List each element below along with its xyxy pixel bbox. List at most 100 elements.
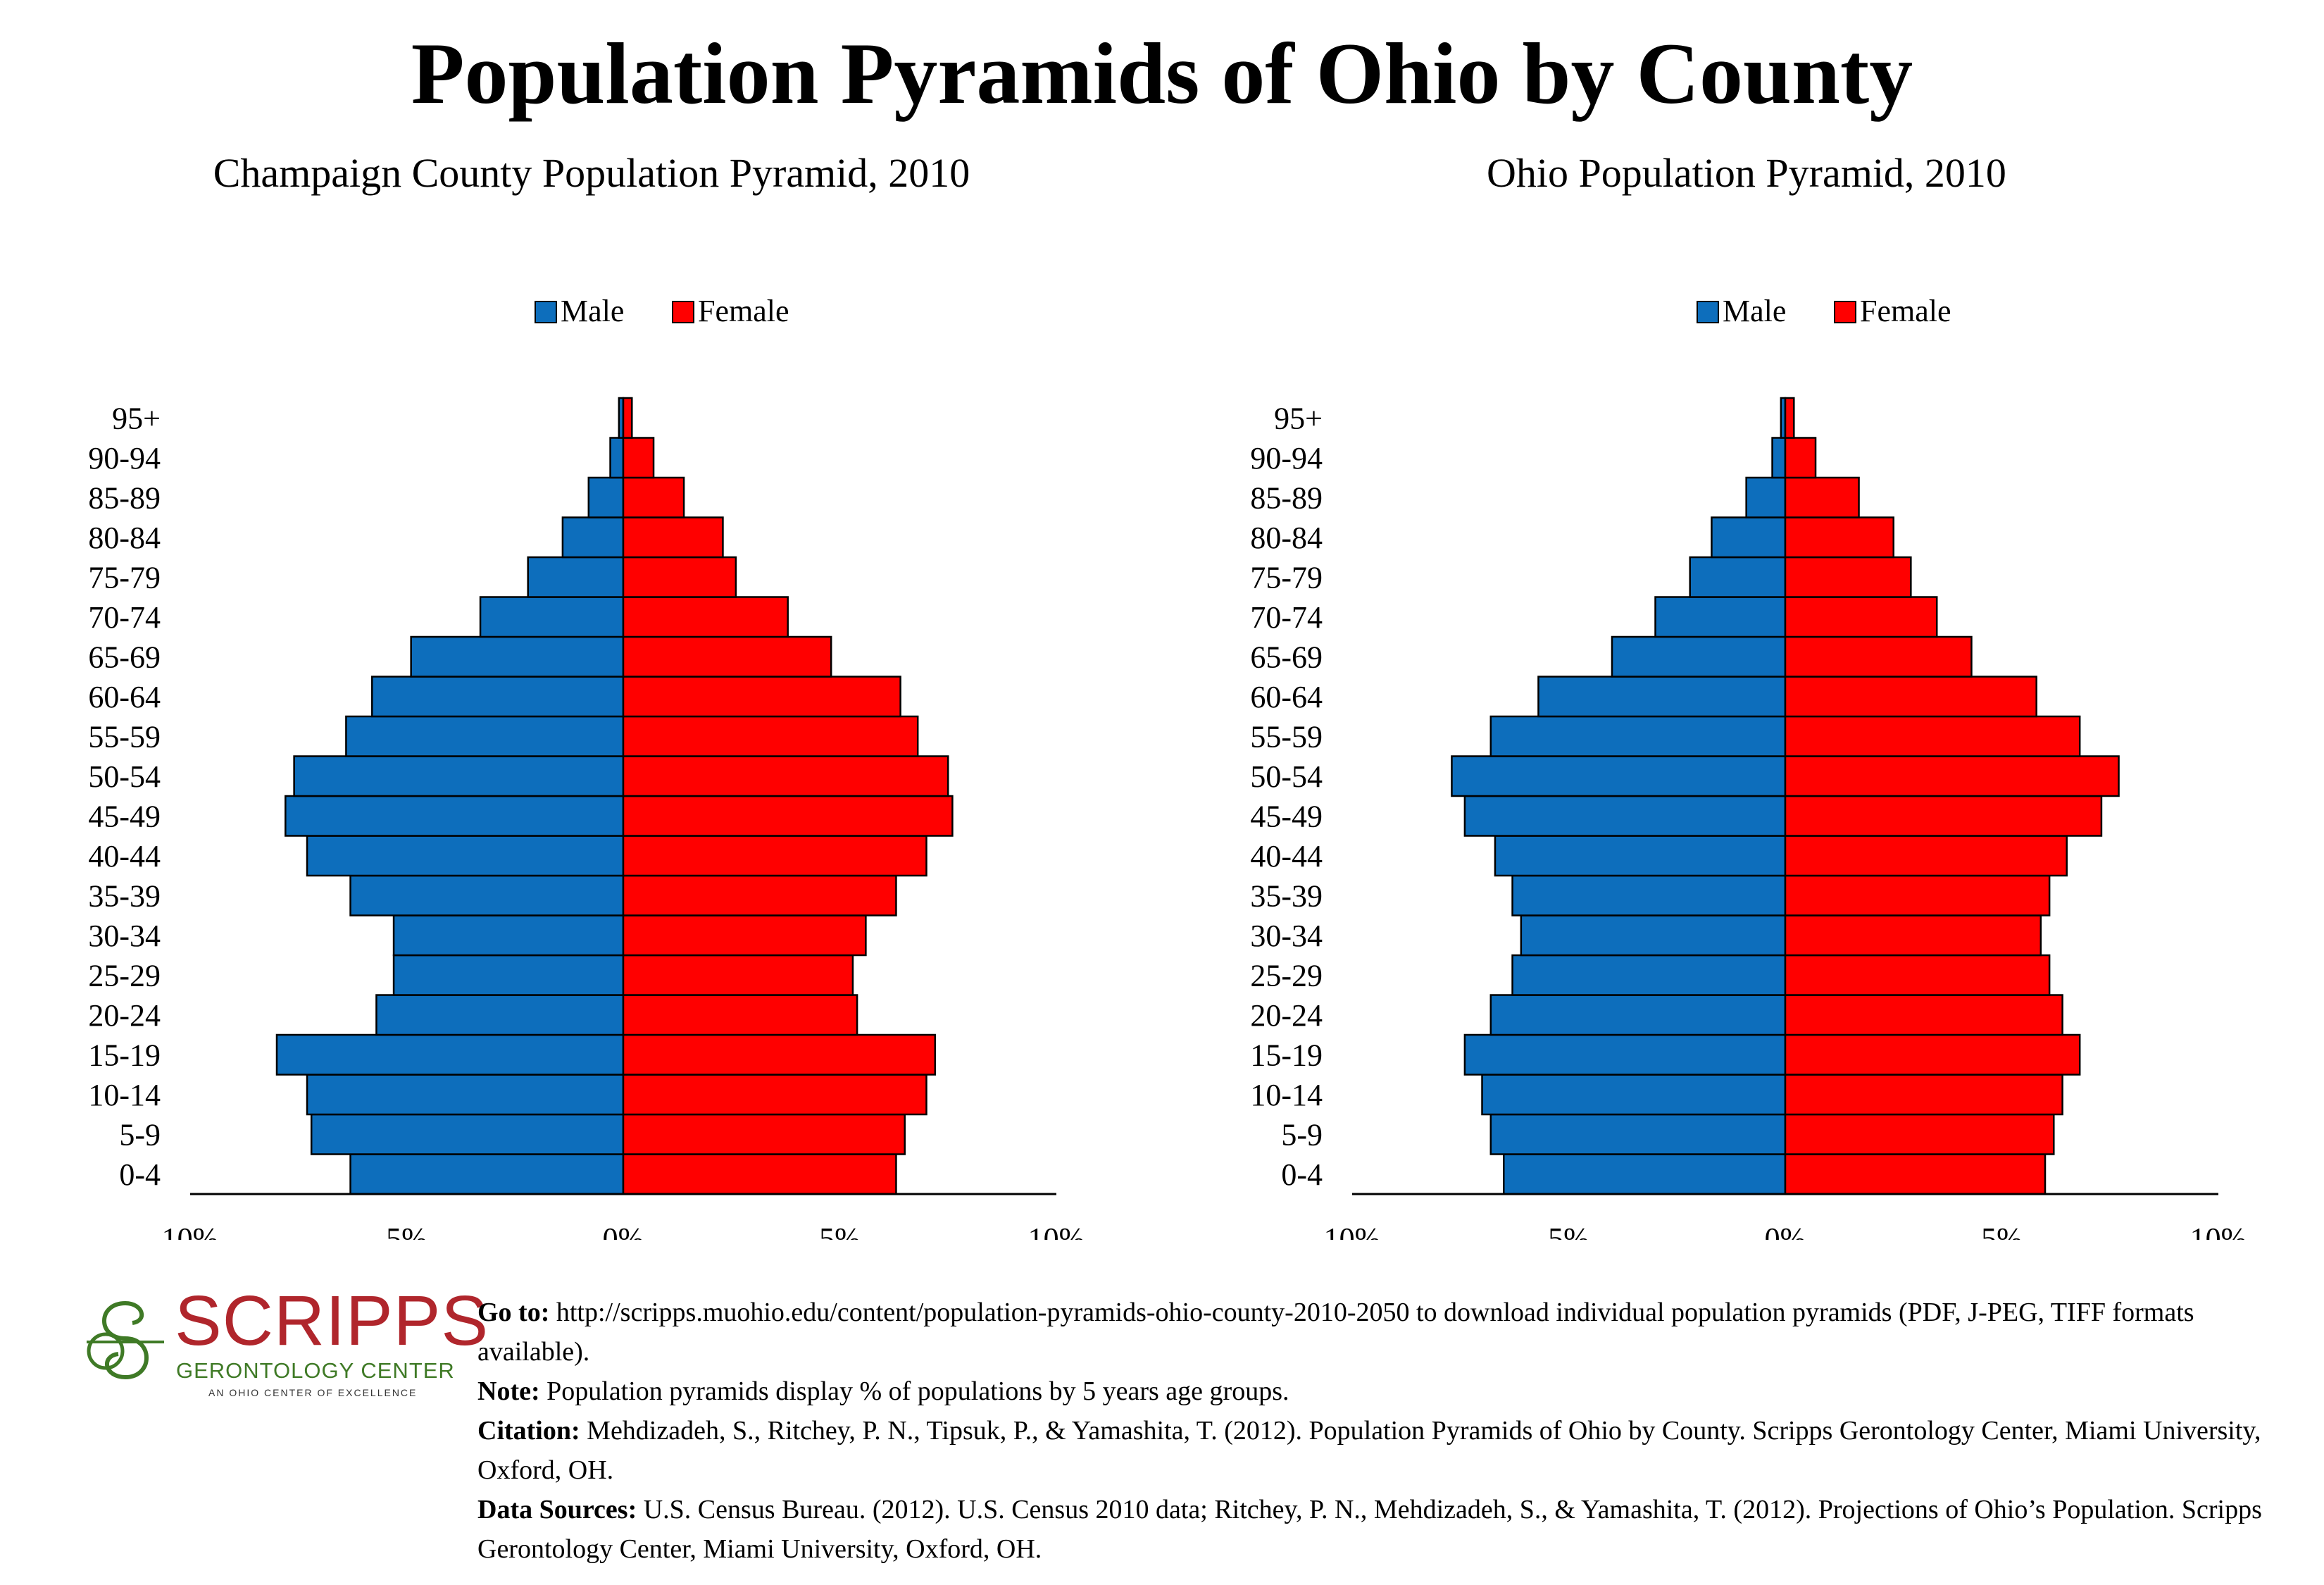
age-label-30-34: 30-34 [88, 919, 161, 953]
age-label-90-94: 90-94 [88, 441, 161, 476]
age-label-5-9: 5-9 [1281, 1117, 1323, 1152]
bar-female-85-89 [622, 476, 685, 518]
bar-female-50-54 [1784, 755, 2120, 797]
goto-label: Go to: [477, 1298, 550, 1327]
age-label-45-49: 45-49 [88, 799, 161, 833]
age-label-45-49: 45-49 [1250, 799, 1323, 833]
scripps-logo: SCRIPPS GERONTOLOGY CENTER AN OHIO CENTE… [83, 1282, 488, 1409]
logo-tagline: AN OHIO CENTER OF EXCELLENCE [208, 1387, 418, 1398]
x-tick-label-1: 5% [1548, 1222, 1589, 1240]
bar-female-65-69 [622, 635, 832, 678]
bar-female-60-64 [622, 676, 901, 718]
age-label-25-29: 25-29 [88, 958, 161, 993]
x-tick-label-4: 10% [1028, 1222, 1085, 1240]
age-label-40-44: 40-44 [88, 839, 161, 874]
age-label-75-79: 75-79 [1250, 560, 1323, 595]
age-label-60-64: 60-64 [1250, 680, 1323, 714]
bar-male-65-69 [1611, 635, 1787, 678]
footer-citation: Citation: Mehdizadeh, S., Ritchey, P. N.… [477, 1411, 2309, 1490]
bar-female-70-74 [1784, 596, 1938, 638]
bar-female-35-39 [1784, 874, 2051, 916]
age-label-70-74: 70-74 [1250, 600, 1323, 635]
bar-male-0-4 [1503, 1153, 1787, 1195]
main-title: Population Pyramids of Ohio by County [411, 25, 1913, 122]
age-label-60-64: 60-64 [88, 680, 161, 714]
bar-male-10-14 [306, 1074, 625, 1116]
age-label-10-14: 10-14 [1250, 1078, 1323, 1112]
age-label-10-14: 10-14 [88, 1078, 161, 1112]
bar-male-30-34 [1520, 914, 1787, 957]
bar-female-30-34 [622, 914, 867, 957]
age-label-50-54: 50-54 [88, 759, 161, 794]
goto-text: http://scripps.muohio.edu/content/popula… [477, 1298, 2194, 1367]
bar-female-85-89 [1784, 476, 1860, 518]
age-label-85-89: 85-89 [88, 480, 161, 515]
bar-male-60-64 [371, 676, 625, 718]
legend-label-female: Female [1860, 294, 1951, 328]
chart-title: Champaign County Population Pyramid, 201… [213, 150, 970, 196]
bar-male-80-84 [561, 516, 625, 559]
age-label-5-9: 5-9 [119, 1117, 161, 1152]
bar-male-55-59 [1489, 715, 1787, 757]
sources-label: Data Sources: [477, 1495, 637, 1524]
age-label-90-94: 90-94 [1250, 441, 1323, 476]
bar-female-20-24 [622, 994, 858, 1036]
x-tick-label-4: 10% [2190, 1222, 2247, 1240]
note-label: Note: [477, 1376, 540, 1406]
bar-female-35-39 [622, 874, 897, 916]
sources-text: U.S. Census Bureau. (2012). U.S. Census … [477, 1495, 2262, 1564]
bar-female-20-24 [1784, 994, 2063, 1036]
x-tick-label-3: 5% [819, 1222, 861, 1240]
age-label-35-39: 35-39 [88, 878, 161, 913]
age-label-80-84: 80-84 [1250, 521, 1323, 555]
bar-male-10-14 [1481, 1074, 1787, 1116]
bar-female-75-79 [622, 556, 737, 598]
bar-male-45-49 [285, 795, 625, 837]
bar-male-90-94 [1771, 437, 1787, 479]
bar-female-70-74 [622, 596, 789, 638]
footer-notes: Go to: http://scripps.muohio.edu/content… [477, 1293, 2309, 1569]
bar-male-55-59 [345, 715, 625, 757]
footer-note: Note: Population pyramids display % of p… [477, 1372, 2309, 1411]
bar-male-50-54 [293, 755, 625, 797]
bar-female-45-49 [1784, 795, 2103, 837]
bar-male-75-79 [527, 556, 625, 598]
bar-female-40-44 [622, 835, 927, 877]
age-label-20-24: 20-24 [88, 998, 161, 1033]
bar-male-85-89 [587, 476, 625, 518]
bar-male-15-19 [275, 1033, 625, 1076]
bar-female-45-49 [622, 795, 954, 837]
bar-female-15-19 [1784, 1033, 2081, 1076]
age-label-70-74: 70-74 [88, 600, 161, 635]
logo-subtitle: GERONTOLOGY CENTER [176, 1358, 455, 1383]
age-label-55-59: 55-59 [88, 719, 161, 754]
bar-male-75-79 [1689, 556, 1787, 598]
age-label-0-4: 0-4 [119, 1157, 161, 1192]
age-label-75-79: 75-79 [88, 560, 161, 595]
ohio-pyramid-chart: Ohio Population Pyramid, 2010 Male Female 0… [1250, 150, 2247, 1240]
bar-male-15-19 [1463, 1033, 1787, 1076]
bar-female-75-79 [1784, 556, 1912, 598]
legend-swatch-female [1834, 301, 1856, 323]
bar-male-35-39 [1511, 874, 1787, 916]
bar-male-40-44 [1494, 835, 1787, 877]
age-label-85-89: 85-89 [1250, 480, 1323, 515]
x-tick-label-2: 0% [603, 1222, 644, 1240]
bar-female-55-59 [1784, 715, 2081, 757]
age-label-80-84: 80-84 [88, 521, 161, 555]
age-label-50-54: 50-54 [1250, 759, 1323, 794]
bar-female-40-44 [1784, 835, 2068, 877]
age-label-20-24: 20-24 [1250, 998, 1323, 1033]
bar-female-5-9 [1784, 1113, 2055, 1155]
legend-label-male: Male [561, 294, 624, 328]
bar-female-55-59 [622, 715, 919, 757]
bar-male-70-74 [479, 596, 625, 638]
bar-male-40-44 [306, 835, 625, 877]
bar-male-20-24 [1489, 994, 1787, 1036]
bar-female-30-34 [1784, 914, 2042, 957]
bar-male-20-24 [375, 994, 625, 1036]
age-label-35-39: 35-39 [1250, 878, 1323, 913]
bar-female-0-4 [1784, 1153, 2047, 1195]
bar-male-50-54 [1451, 755, 1787, 797]
age-label-95+: 95+ [1274, 401, 1323, 435]
